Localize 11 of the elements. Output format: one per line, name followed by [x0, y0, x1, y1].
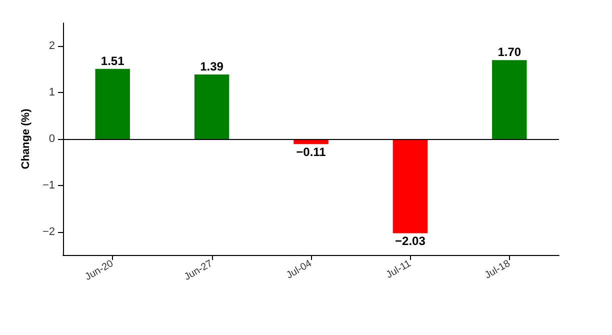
- data-label: 1.39: [200, 60, 224, 74]
- data-label: −2.03: [395, 234, 426, 248]
- y-tick-label: 0: [48, 133, 55, 145]
- y-tick-label: 1: [48, 86, 55, 99]
- y-tick-label: 2: [48, 40, 55, 52]
- y-axis-title: Change (%): [20, 108, 32, 170]
- y-tick-label: −2: [42, 226, 55, 238]
- y-tick-label: −1: [42, 179, 55, 192]
- data-label: −0.11: [296, 145, 326, 160]
- data-label: 1.70: [498, 45, 522, 60]
- data-label: 1.51: [100, 54, 125, 68]
